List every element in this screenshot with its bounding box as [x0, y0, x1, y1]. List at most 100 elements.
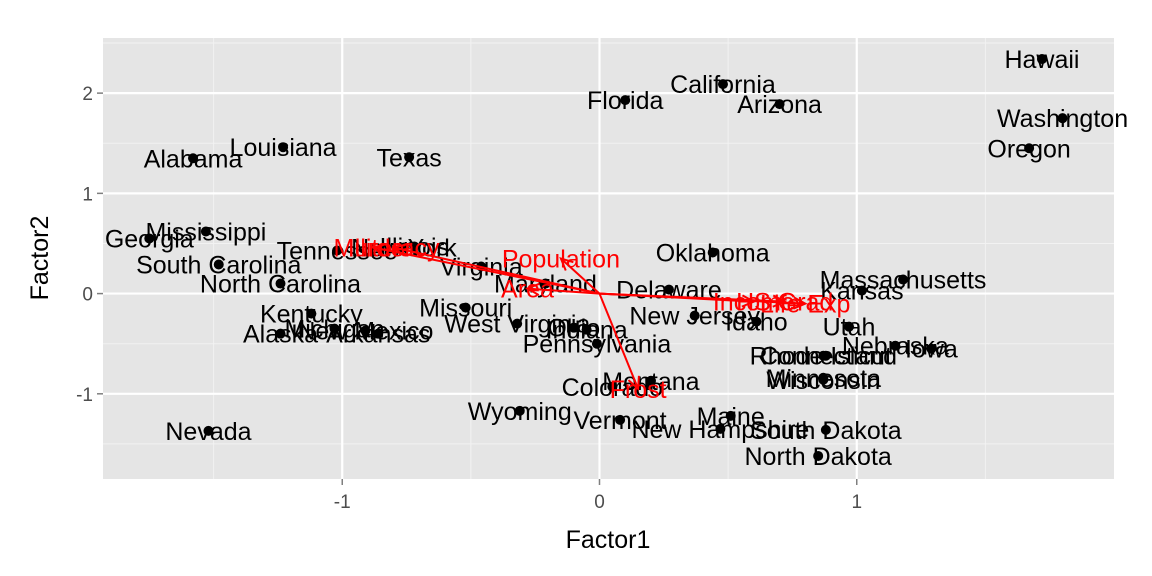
- label-north-carolina: North Carolina: [200, 271, 361, 299]
- label-new-mexico: New Mexico: [297, 318, 433, 346]
- label-hawaii: Hawaii: [1004, 46, 1079, 74]
- point-south-dakota: [820, 424, 831, 435]
- label-california: California: [670, 71, 776, 99]
- label-wisconsin: Wisconsin: [766, 367, 880, 395]
- arrowhead-frost: [627, 375, 640, 391]
- x-tick-label: -1: [334, 492, 351, 513]
- label-alabama: Alabama: [144, 145, 243, 173]
- point-georgia: [144, 233, 155, 244]
- variable-arrows: [370, 243, 808, 391]
- point-utah: [844, 321, 855, 332]
- point-north-carolina: [275, 278, 286, 289]
- var-label-area: Area: [501, 276, 554, 304]
- label-minnesota: Minnesota: [766, 365, 881, 393]
- point-florida: [620, 95, 631, 106]
- point-nebraska: [890, 340, 901, 351]
- label-arizona: Arizona: [737, 91, 822, 119]
- label-new-hampshire: New Hampshire: [631, 416, 809, 444]
- label-oregon: Oregon: [987, 135, 1070, 163]
- point-massachusetts: [898, 274, 909, 285]
- label-kansas: Kansas: [820, 278, 903, 306]
- point-alabama: [188, 153, 199, 164]
- point-kentucky: [306, 308, 317, 319]
- point-new-jersey: [689, 310, 700, 321]
- label-texas: Texas: [376, 144, 441, 172]
- point-kansas: [856, 285, 867, 296]
- label-wyoming: Wyoming: [468, 398, 572, 426]
- point-wisconsin: [818, 374, 829, 385]
- y-tick-label: 0: [82, 285, 93, 306]
- label-mississippi: Mississippi: [145, 218, 266, 246]
- label-louisiana: Louisiana: [230, 134, 337, 162]
- point-arkansas: [373, 328, 384, 339]
- state-points: [144, 54, 1068, 461]
- point-texas: [404, 152, 415, 163]
- label-florida: Florida: [587, 87, 664, 115]
- label-montana: Montana: [602, 368, 699, 396]
- label-washington: Washington: [997, 105, 1128, 133]
- label-arkansas: Arkansas: [326, 321, 430, 349]
- point-west-virginia: [512, 318, 523, 329]
- x-axis-title: Factor1: [566, 526, 651, 554]
- point-wyoming: [514, 405, 525, 416]
- x-tick-label: 0: [594, 492, 605, 513]
- x-tick-label: 1: [851, 492, 862, 513]
- label-missouri: Missouri: [419, 295, 512, 323]
- point-pennsylvania: [591, 338, 602, 349]
- point-colorado: [607, 381, 618, 392]
- label-west-virginia: West Virginia: [444, 311, 590, 339]
- point-louisiana: [278, 142, 289, 153]
- point-missouri: [460, 302, 471, 313]
- point-nevada: [203, 425, 214, 436]
- label-utah: Utah: [823, 314, 876, 342]
- point-oregon: [1024, 143, 1035, 154]
- label-colorado: Colorado: [562, 374, 663, 402]
- label-iowa: Iowa: [905, 336, 958, 364]
- point-idaho: [751, 316, 762, 327]
- point-delaware: [663, 284, 674, 295]
- arrow-murder: [372, 246, 600, 295]
- variable-labels: Population Income Illiteracy Life Exp Murder…: [334, 234, 851, 403]
- point-tennessee: [332, 245, 343, 256]
- var-label-income: Income: [713, 289, 795, 317]
- point-hawaii: [1036, 54, 1047, 65]
- point-mississippi: [200, 226, 211, 237]
- point-north-dakota: [813, 450, 824, 461]
- point-new-hampshire: [715, 423, 726, 434]
- label-maine: Maine: [697, 403, 765, 431]
- y-axis-title: Factor2: [26, 216, 54, 301]
- point-washington: [1057, 113, 1068, 124]
- label-vermont: Vermont: [574, 407, 667, 435]
- label-connecticut: Connecticut: [760, 343, 892, 371]
- point-california: [717, 79, 728, 90]
- state-labels: Alabama Alaska Arizona Arkansas California Co…: [105, 46, 1128, 471]
- label-kentucky: Kentucky: [260, 301, 363, 329]
- arrowhead-murder: [370, 243, 386, 257]
- label-south-dakota: South Dakota: [750, 417, 902, 445]
- point-south-carolina: [213, 259, 224, 270]
- label-delaware: Delaware: [616, 277, 722, 305]
- point-iowa: [926, 343, 937, 354]
- label-massachusetts: Massachusetts: [820, 267, 987, 295]
- var-label-hs-grad: HS Grad: [736, 289, 833, 317]
- point-montana: [645, 375, 656, 386]
- point-new-mexico: [360, 325, 371, 336]
- arrowhead-life-exp: [792, 296, 808, 310]
- arrowhead-population: [559, 256, 574, 271]
- var-label-illiteracy: Illiteracy: [348, 234, 440, 262]
- label-michigan: Michigan: [284, 316, 384, 344]
- label-georgia: Georgia: [105, 225, 194, 253]
- arrow-hs-grad: [599, 292, 785, 303]
- arrow-population: [560, 257, 601, 295]
- label-oklahoma: Oklahoma: [656, 239, 770, 267]
- y-tick-label: 1: [82, 184, 93, 205]
- var-label-population: Population: [502, 246, 620, 274]
- label-nebraska: Nebraska: [842, 333, 949, 361]
- x-axis-ticks: -1 0 1: [334, 479, 862, 513]
- label-north-dakota: North Dakota: [745, 443, 892, 471]
- point-michigan: [329, 323, 340, 334]
- y-axis-ticks: -1 0 1 2: [76, 84, 103, 406]
- label-ohio: Ohio: [547, 315, 600, 343]
